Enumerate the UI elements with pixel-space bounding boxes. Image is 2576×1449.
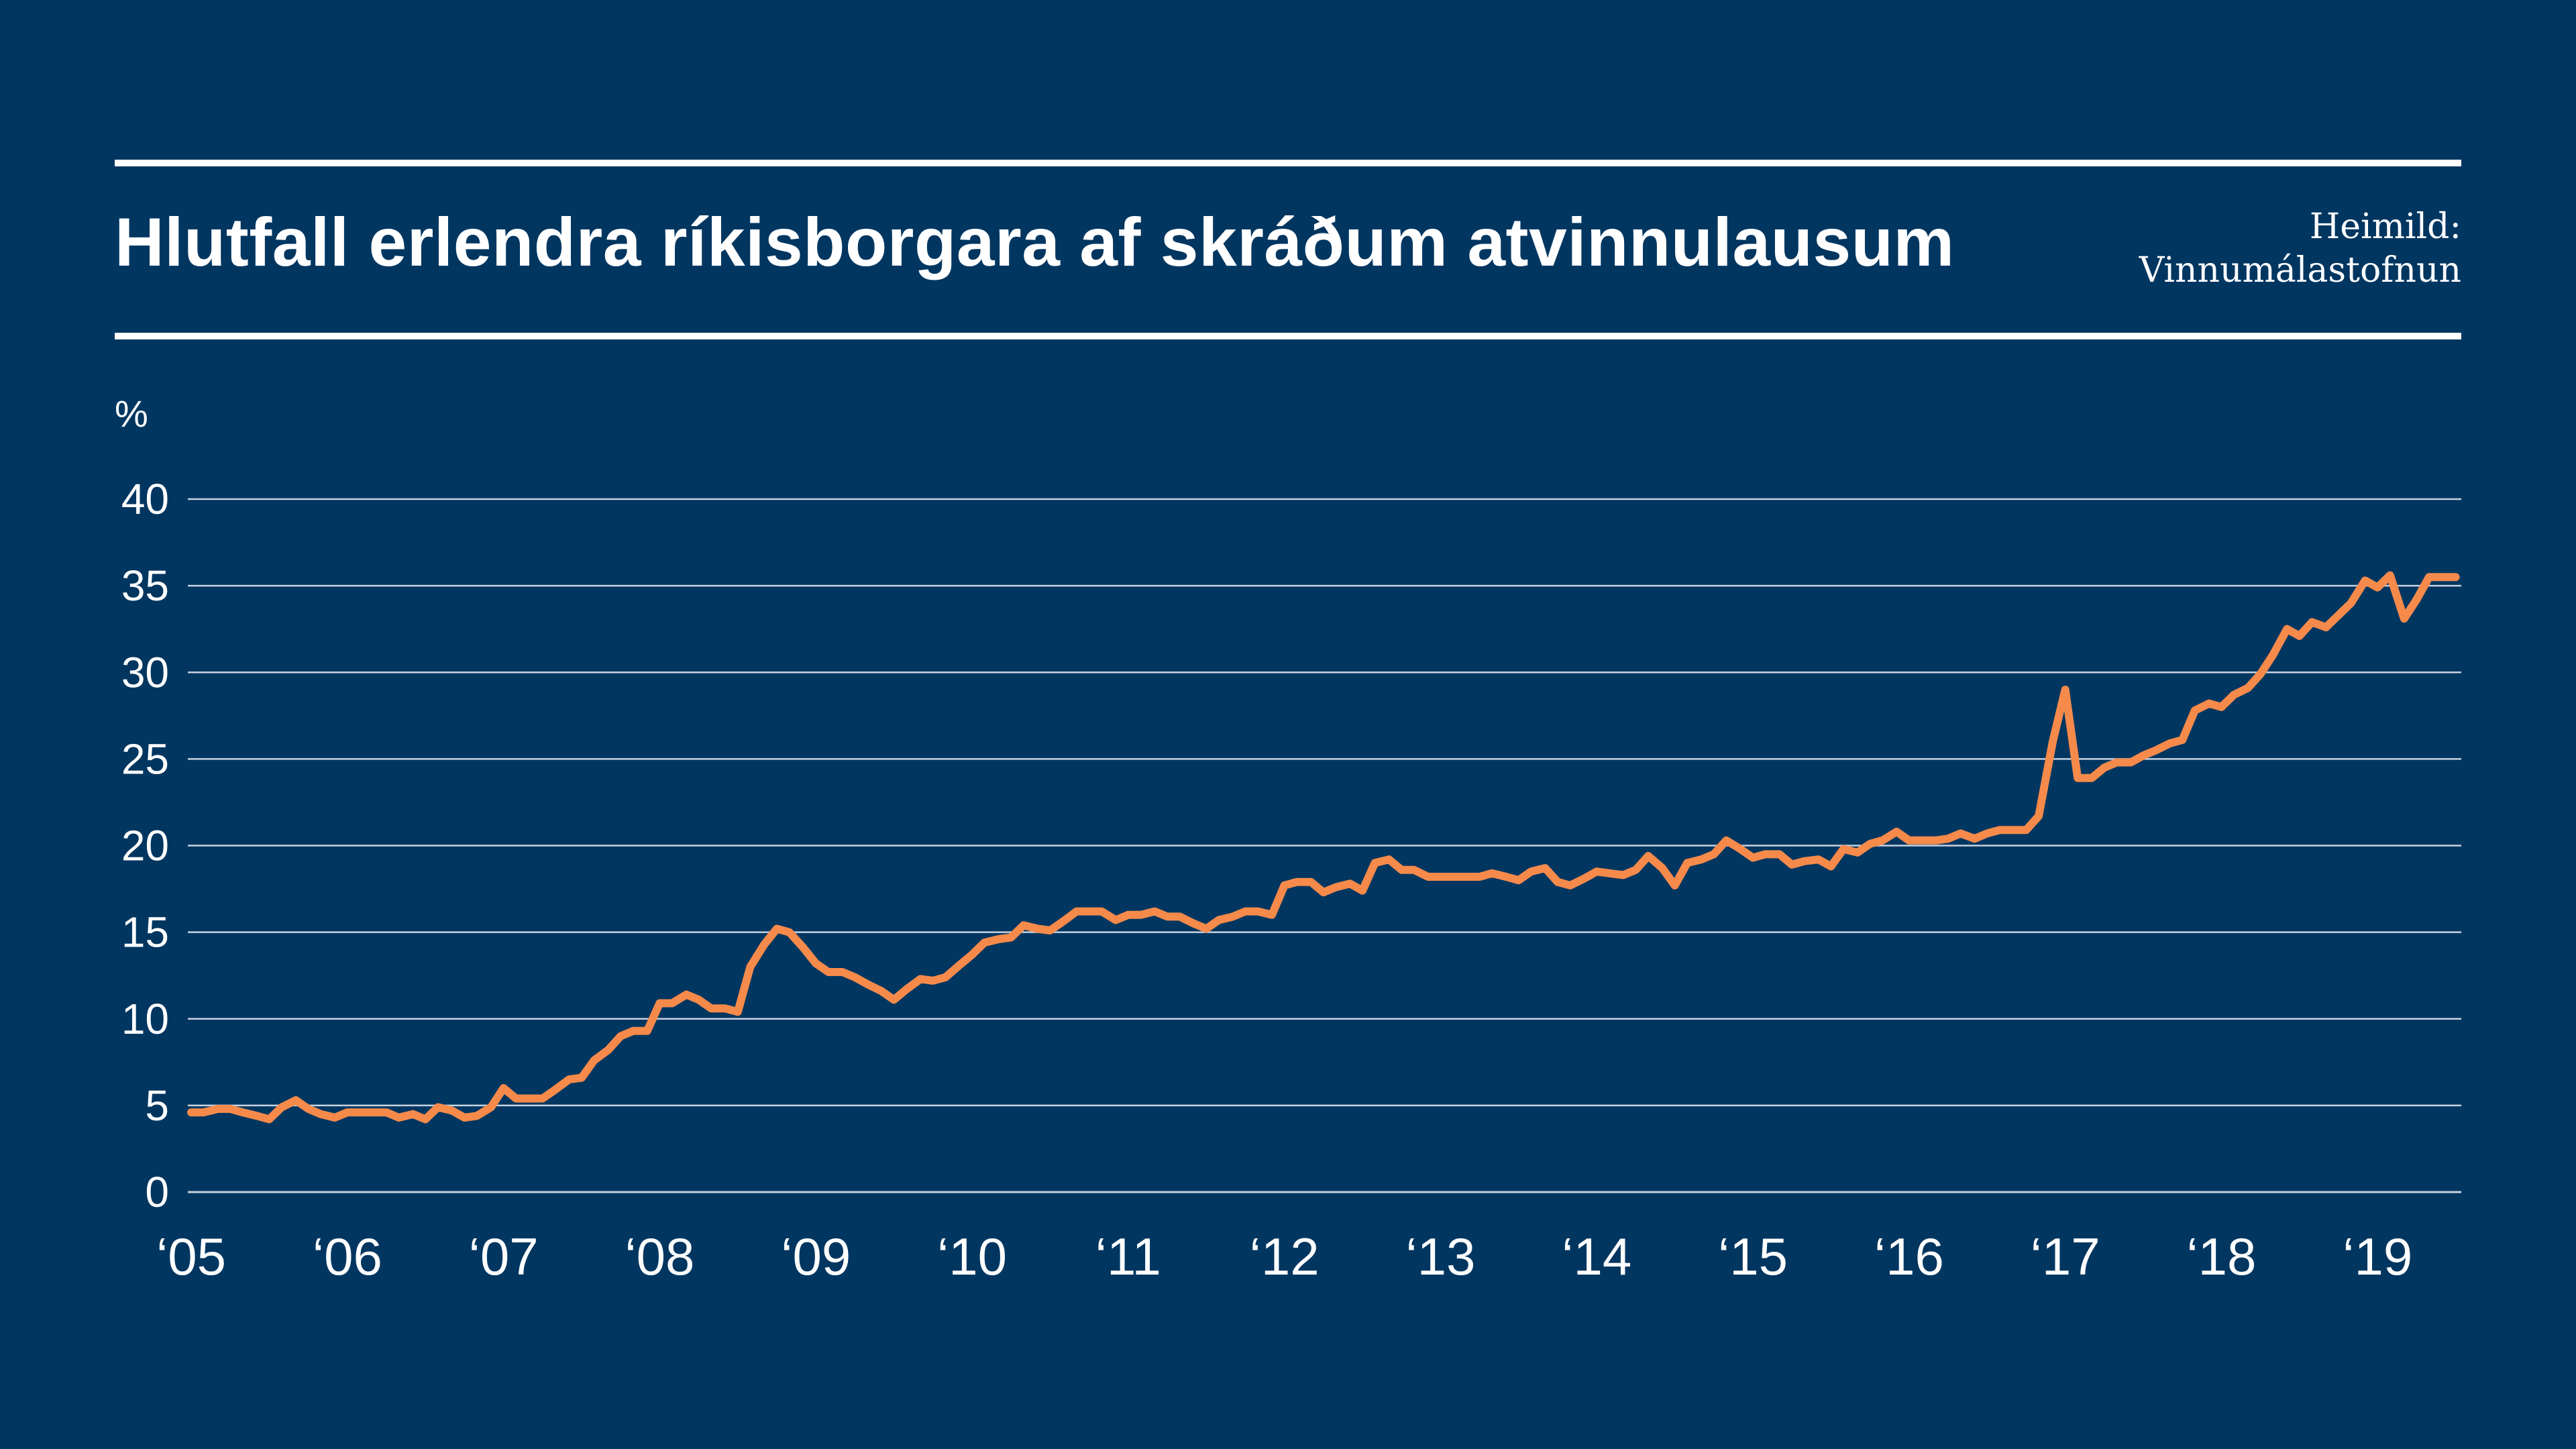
y-tick-label: 20 (121, 822, 169, 870)
x-tick-label: ‘14 (1562, 1227, 1631, 1286)
y-tick-label: 25 (121, 735, 169, 783)
x-tick-label: ‘16 (1874, 1227, 1944, 1286)
x-tick-label: ‘15 (1718, 1227, 1788, 1286)
series-line (187, 571, 2460, 1124)
y-tick-label: 5 (145, 1081, 169, 1130)
x-tick-label: ‘17 (2031, 1227, 2100, 1286)
y-axis-unit-label: % (115, 392, 148, 435)
source-name: Vinnumálastofnun (2139, 250, 2461, 290)
y-tick-label: 15 (121, 908, 169, 957)
x-tick-label: ‘09 (781, 1227, 851, 1286)
y-axis-ticks: 0 5 10 15 20 25 30 35 40 (121, 475, 169, 1216)
y-tick-label: 0 (145, 1168, 169, 1216)
x-tick-label: ‘10 (937, 1227, 1007, 1286)
y-tick-label: 40 (121, 475, 169, 523)
source-block: Heimild: Vinnumálastofnun (2139, 205, 2461, 292)
x-tick-label: ‘06 (313, 1227, 382, 1286)
x-tick-label: ‘12 (1250, 1227, 1320, 1286)
source-label: Heimild: (2309, 207, 2461, 247)
x-tick-label: ‘13 (1405, 1227, 1475, 1286)
x-tick-label: ‘19 (2343, 1227, 2412, 1286)
series-group (187, 571, 2460, 1124)
gridlines (188, 498, 2461, 1193)
y-tick-label: 10 (121, 995, 169, 1043)
bottom-rule (115, 333, 2461, 339)
x-tick-label: ‘05 (156, 1227, 226, 1286)
chart-title: Hlutfall erlendra ríkisborgara af skráðu… (115, 204, 1955, 280)
x-tick-label: ‘07 (469, 1227, 539, 1286)
x-tick-label: ‘11 (1095, 1227, 1161, 1286)
x-tick-label: ‘08 (625, 1227, 694, 1286)
y-tick-label: 30 (121, 648, 169, 696)
x-axis-ticks: ‘05 ‘06 ‘07 ‘08 ‘09 ‘10 ‘11 ‘12 ‘13 ‘14 ‘15 ‘16 ‘17 ‘… (156, 1227, 2412, 1286)
y-tick-label: 35 (121, 561, 169, 610)
x-tick-label: ‘18 (2186, 1227, 2256, 1286)
top-rule (115, 160, 2461, 166)
